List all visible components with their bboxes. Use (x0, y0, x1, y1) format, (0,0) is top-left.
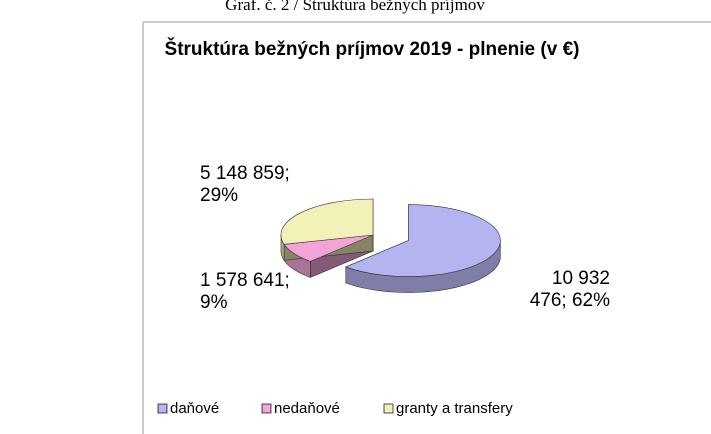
data-label: 5 148 859; 29% (200, 163, 290, 206)
data-label: 1 578 641; 9% (200, 270, 290, 313)
slice (280, 198, 374, 245)
legend-swatch (383, 403, 394, 414)
legend-label: nedaňové (274, 400, 340, 417)
slice (344, 204, 501, 277)
caption: Graf. č. 2 / Štruktúra bežných príjmov (225, 0, 485, 14)
legend-label: daňové (170, 400, 219, 417)
legend-swatch (261, 403, 272, 414)
legend-label: granty a transfery (396, 400, 513, 417)
data-label: 10 932 476; 62% (529, 268, 610, 311)
legend-swatch (157, 403, 168, 414)
chart-title: Štruktúra bežných príjmov 2019 - plnenie… (165, 38, 580, 60)
